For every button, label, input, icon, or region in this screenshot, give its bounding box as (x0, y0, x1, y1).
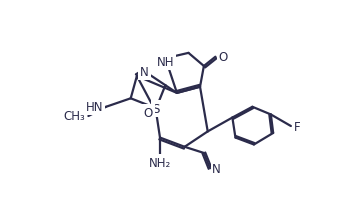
Text: O: O (144, 106, 153, 119)
Text: F: F (294, 120, 301, 133)
Text: NH: NH (157, 55, 174, 69)
Text: CH₃: CH₃ (64, 110, 85, 123)
Text: S: S (152, 102, 160, 115)
Text: O: O (218, 51, 228, 64)
Text: N: N (140, 65, 149, 79)
Text: N: N (212, 162, 221, 175)
Text: NH₂: NH₂ (149, 156, 171, 169)
Text: N: N (213, 162, 222, 175)
Text: HN: HN (86, 101, 103, 114)
